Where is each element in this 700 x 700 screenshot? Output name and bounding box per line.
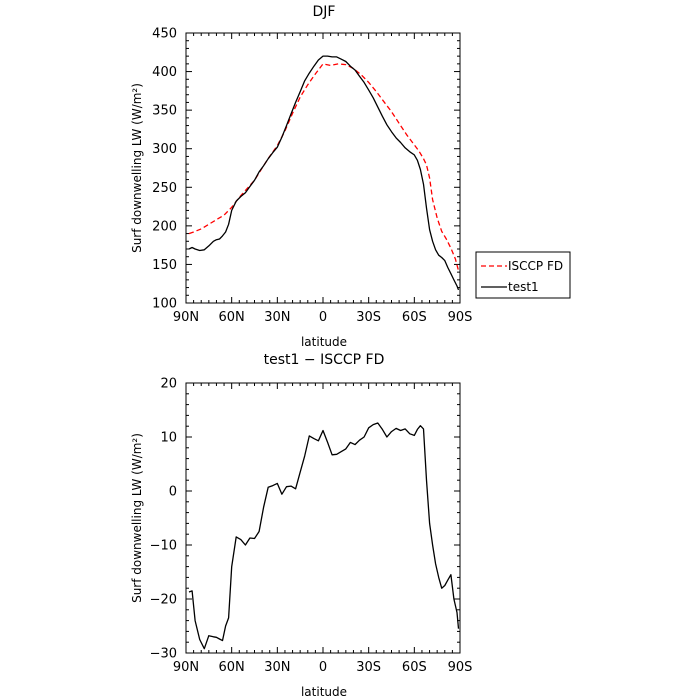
y-tick-label: −30 <box>150 647 177 662</box>
y-tick-label: −10 <box>150 539 177 554</box>
y-tick-label: 200 <box>152 219 177 234</box>
y-tick-label: 100 <box>152 297 177 312</box>
y-axis: 100 150 200 250 300 350 400 450 <box>152 27 460 312</box>
y-tick-label: 350 <box>152 104 177 119</box>
x-tick-label: 90N <box>173 660 199 675</box>
x-tick-label: 0 <box>319 660 327 675</box>
x-tick-label: 60S <box>402 660 427 675</box>
y-tick-label: 10 <box>160 431 177 446</box>
x-tick-label: 30S <box>356 310 381 325</box>
x-tick-label: 30S <box>356 660 381 675</box>
legend-box <box>475 251 571 299</box>
plot-frame <box>185 382 461 654</box>
y-tick-label: 250 <box>152 181 177 196</box>
x-tick-label: 90S <box>448 310 473 325</box>
plot-frame <box>185 32 461 304</box>
x-tick-label: 0 <box>319 310 327 325</box>
panel-difference: test1 − ISCCP FD −30 −20 −10 0 10 20 90N 60N 30… <box>130 352 472 699</box>
y-tick-label: 300 <box>152 142 177 157</box>
series-layer <box>188 55 460 291</box>
y-axis-label: Surf downwelling LW (W/m²) <box>130 83 144 253</box>
legend-label-isccp: ISCCP FD <box>508 259 563 273</box>
y-tick-label: 0 <box>169 485 177 500</box>
y-axis-label: Surf downwelling LW (W/m²) <box>130 433 144 603</box>
y-tick-label: 450 <box>152 27 177 42</box>
y-axis: −30 −20 −10 0 10 20 <box>150 377 460 662</box>
x-tick-label: 60S <box>402 310 427 325</box>
x-tick-label: 60N <box>219 310 245 325</box>
legend-label-test1: test1 <box>508 280 539 294</box>
chart-title: test1 − ISCCP FD <box>264 352 385 368</box>
x-axis-label: latitude <box>301 685 347 699</box>
y-tick-label: 400 <box>152 65 177 80</box>
x-axis-label: latitude <box>301 335 347 349</box>
series-layer <box>188 422 460 650</box>
series-line-isccp-fd <box>188 63 460 271</box>
y-tick-label: 150 <box>152 258 177 273</box>
x-tick-label: 30N <box>264 660 290 675</box>
legend: ISCCP FD test1 <box>475 251 571 299</box>
x-tick-label: 30N <box>264 310 290 325</box>
x-tick-label: 90S <box>448 660 473 675</box>
x-axis: 90N 60N 30N 0 30S 60S 90S <box>173 383 473 675</box>
y-tick-label: 20 <box>160 377 177 392</box>
x-tick-label: 60N <box>219 660 245 675</box>
y-tick-label: −20 <box>150 593 177 608</box>
series-line-test1 <box>188 55 460 291</box>
panel-absolute-lw: DJF 100 150 200 250 300 350 400 450 90N 60N 30N 0 3… <box>130 4 571 349</box>
series-line-difference <box>188 422 460 650</box>
chart-title: DJF <box>313 4 336 20</box>
x-axis: 90N 60N 30N 0 30S 60S 90S <box>173 33 473 325</box>
x-tick-label: 90N <box>173 310 199 325</box>
